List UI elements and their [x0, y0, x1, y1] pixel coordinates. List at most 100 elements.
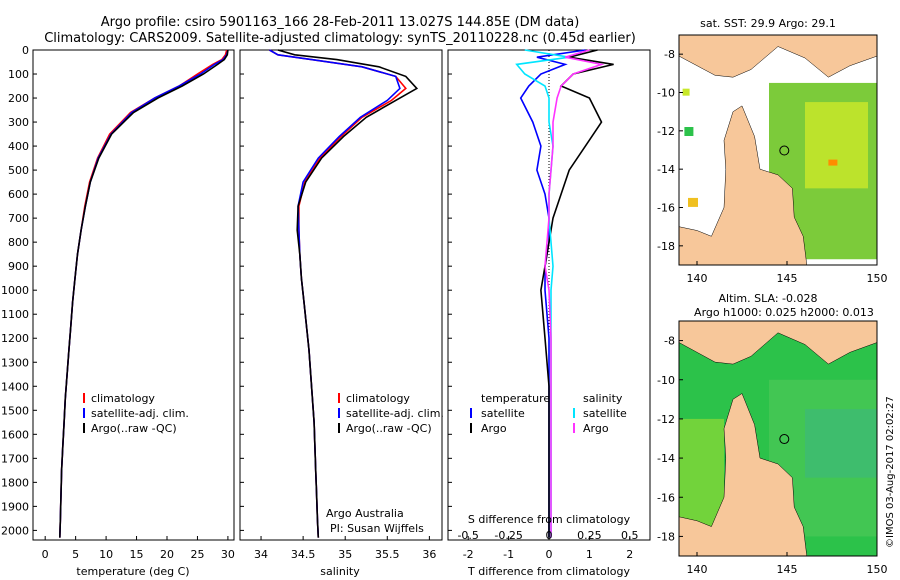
- map-y-tick-label: -10: [657, 87, 675, 100]
- temperature-legend: climatology satellite-adj. clim. Argo(..…: [83, 392, 189, 435]
- legend-label-argo: Argo(..raw -QC): [91, 422, 177, 435]
- temperature-plot: [59, 49, 229, 538]
- depth-tick-label: 100: [8, 68, 29, 81]
- map-y-tick-label: -14: [657, 163, 675, 176]
- legend-label-sal-argo: Argo: [583, 422, 609, 435]
- map-x-tick-label: 150: [867, 563, 888, 576]
- map-y-tick-label: -10: [657, 374, 675, 387]
- difference-plot: [515, 49, 614, 540]
- sla-map-subtitle: Argo h1000: 0.025 h2000: 0.013: [694, 306, 874, 319]
- series-line-argo-raw-qc-: [59, 49, 229, 538]
- difference-s-label: S difference from climatology: [468, 513, 631, 526]
- depth-tick-label: 200: [8, 92, 29, 105]
- temperature-panel-frame: [32, 49, 235, 541]
- salinity-legend: climatology satellite-adj. clim. Argo(..…: [338, 392, 444, 435]
- depth-tick-label: 2000: [1, 524, 29, 537]
- depth-tick-label: 1200: [1, 332, 29, 345]
- legend-label-temp-argo: Argo: [481, 422, 507, 435]
- sst-map-title: sat. SST: 29.9 Argo: 29.1: [700, 17, 836, 30]
- depth-tick-label: 1400: [1, 380, 29, 393]
- map-sst-warm-cell: [828, 159, 838, 166]
- map-frame: [678, 34, 878, 266]
- x-tick-label: 35: [338, 548, 352, 561]
- depth-tick-label: 1000: [1, 284, 29, 297]
- map-y-tick-label: -18: [657, 240, 675, 253]
- map-x-tick-label: 145: [777, 563, 798, 576]
- series-line-satellite-adj-clim-: [59, 49, 229, 538]
- x-tick-label: -1: [503, 548, 514, 561]
- legend-label-satellite: satellite-adj. clim.: [91, 407, 189, 420]
- s-tick-label: 0.5: [621, 529, 639, 542]
- depth-tick-label: 700: [8, 212, 29, 225]
- difference-t-label: T difference from climatology: [467, 565, 630, 578]
- depth-tick-label: 1800: [1, 476, 29, 489]
- depth-tick-label: 1300: [1, 356, 29, 369]
- x-tick-label: 25: [190, 548, 204, 561]
- x-tick-label: 30: [221, 548, 235, 561]
- legend-label-satellite: satellite-adj. clim.: [346, 407, 444, 420]
- depth-tick-label: 1600: [1, 428, 29, 441]
- series-line-satellite-adj-clim-: [269, 49, 401, 538]
- depth-tick-label: 800: [8, 236, 29, 249]
- salinity-plot: [269, 49, 419, 538]
- sst-map: 140 145 150 -8 -10 -12 -14 -16 -18: [657, 34, 888, 285]
- title-line-2: Climatology: CARS2009. Satellite-adjuste…: [44, 31, 636, 46]
- series-line-salinity-satellite: [515, 49, 570, 538]
- map-sst-cell: [684, 127, 694, 136]
- annotation-pi: PI: Susan Wijffels: [330, 522, 424, 535]
- sla-map: 140 145 150 -8 -10 -12 -14 -16 -18: [657, 320, 888, 576]
- x-tick-label: 20: [160, 548, 174, 561]
- depth-axis: 0 100 200 300 400 500 600 700 800 900 1000 1100 1200…: [1, 44, 452, 537]
- s-tick-label: 0: [546, 529, 553, 542]
- sla-map-title: Altim. SLA: -0.028: [718, 292, 817, 305]
- depth-tick-label: 1100: [1, 308, 29, 321]
- map-land-australia: [678, 105, 808, 266]
- map-x-tick-label: 145: [777, 272, 798, 285]
- legend-label-temp-satellite: satellite: [481, 407, 525, 420]
- x-tick-label: 2: [626, 548, 633, 561]
- map-y-tick-label: -16: [657, 491, 675, 504]
- depth-tick-label: 400: [8, 140, 29, 153]
- depth-tick-label: 1500: [1, 404, 29, 417]
- temperature-x-axis: 0 5 10 15 20 25 30: [42, 536, 235, 561]
- title-line-1: Argo profile: csiro 5901163_166 28-Feb-2…: [101, 15, 580, 30]
- map-y-tick-label: -18: [657, 530, 675, 543]
- x-tick-label: 15: [130, 548, 144, 561]
- map-y-tick-label: -8: [664, 335, 675, 348]
- legend-label-climatology: climatology: [346, 392, 410, 405]
- map-y-tick-label: -12: [657, 413, 675, 426]
- depth-tick-label: 0: [22, 44, 29, 57]
- annotation-argo-australia: Argo Australia: [326, 507, 404, 520]
- x-tick-label: -2: [463, 548, 474, 561]
- map-x-tick-label: 140: [687, 563, 708, 576]
- map-x-tick-label: 140: [687, 272, 708, 285]
- x-tick-label: 0: [546, 548, 553, 561]
- legend-label-sal-satellite: satellite: [583, 407, 627, 420]
- depth-tick-label: 500: [8, 164, 29, 177]
- map-land-australia: [678, 393, 808, 557]
- depth-tick-label: 900: [8, 260, 29, 273]
- legend-title-temperature: temperature: [481, 392, 550, 405]
- series-line-climatology: [269, 49, 407, 538]
- x-tick-label: 5: [72, 548, 79, 561]
- legend-title-salinity: salinity: [583, 392, 623, 405]
- legend-label-argo: Argo(..raw -QC): [346, 422, 432, 435]
- s-tick-label: -0.25: [494, 529, 522, 542]
- map-y-tick-label: -12: [657, 125, 675, 138]
- s-tick-label: 0.25: [577, 529, 602, 542]
- depth-tick-label: 300: [8, 116, 29, 129]
- series-line-climatology: [59, 49, 228, 538]
- legend-label-climatology: climatology: [91, 392, 155, 405]
- map-ocean-shade: [805, 409, 877, 478]
- series-line-salinity-argo: [544, 49, 605, 538]
- salinity-x-label: salinity: [320, 565, 360, 578]
- depth-tick-label: 1900: [1, 500, 29, 513]
- x-tick-label: 1: [586, 548, 593, 561]
- difference-x-axis: -2 -1 0 1 2 -0.5 -0.25 0 0.25 0.5: [457, 529, 638, 561]
- salinity-x-axis: 34 34.5 35 35.5 36: [254, 536, 436, 561]
- map-y-tick-label: -16: [657, 202, 675, 215]
- s-tick-label: -0.5: [457, 529, 478, 542]
- x-tick-label: 36: [422, 548, 436, 561]
- difference-legend: temperature salinity satellite Argo sate…: [470, 392, 627, 435]
